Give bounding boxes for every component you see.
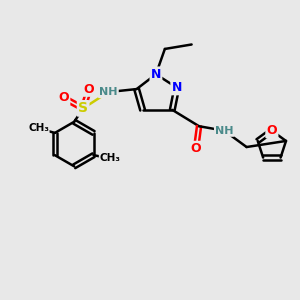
Text: CH₃: CH₃: [99, 153, 120, 163]
Text: O: O: [191, 142, 201, 155]
Text: S: S: [78, 101, 88, 116]
Text: O: O: [84, 82, 94, 96]
Text: O: O: [266, 124, 277, 137]
Text: NH: NH: [215, 126, 234, 136]
Text: NH: NH: [99, 87, 118, 97]
Text: N: N: [151, 68, 161, 81]
Text: CH₃: CH₃: [28, 124, 49, 134]
Text: N: N: [172, 81, 182, 94]
Text: O: O: [58, 92, 69, 104]
